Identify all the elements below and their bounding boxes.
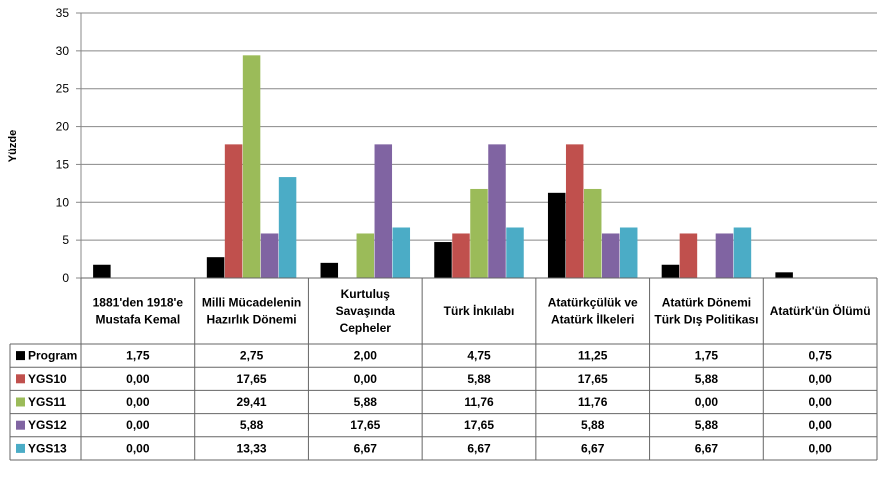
category-label: Atatürk'ün Ölümü [770,303,871,318]
bars [93,55,793,279]
y-tick-label: 10 [56,195,70,209]
bar-ygs12 [260,233,279,278]
y-tick-label: 20 [56,120,70,134]
data-label: 2,00 [354,349,378,363]
data-label: 0,00 [808,372,832,386]
bar-ygs10 [679,233,698,278]
data-table: 1881'den 1918'e Mustafa Kemal Milli Mücade… [9,277,878,461]
legend-key-ygs10 [16,374,25,384]
series-label: YGS13 [28,441,67,455]
bar-ygs13 [506,227,524,278]
bar-ygs12 [488,144,506,278]
data-label: 0,00 [354,372,378,386]
bar-program [206,257,225,278]
bar-program [434,242,452,278]
y-tick-labels: 0 5 10 15 20 25 30 35 [56,6,70,285]
bar-ygs11 [242,55,261,279]
data-label: 0,00 [126,418,150,432]
data-label: 1,75 [695,349,719,363]
category-label: 1881'den 1918'e [93,296,184,310]
data-label: 5,88 [240,418,264,432]
data-label: 0,75 [808,349,832,363]
category-label: Türk Dış Politikası [654,313,758,327]
y-tick-label: 5 [62,233,69,247]
bar-program [661,264,680,278]
bar-ygs11 [470,188,488,278]
series-label: Program [28,349,77,363]
category-label: Atatürk İlkeleri [551,312,634,327]
series-label: YGS11 [28,395,66,409]
bar-ygs10 [224,144,243,278]
bar-ygs11 [356,233,375,278]
bar-ygs12 [601,233,620,278]
legend-key-ygs11 [16,397,25,407]
data-label: 6,67 [354,441,378,455]
y-tick-label: 30 [56,44,70,58]
bar-program [547,192,566,278]
y-axis-label: Yüzde [7,130,19,162]
legend-key-ygs13 [16,443,25,453]
data-label: 13,33 [237,441,267,455]
series-label: YGS10 [28,372,67,386]
bar-program [320,262,339,278]
bar-program [93,264,111,278]
data-label: 6,67 [581,441,605,455]
data-label: 5,88 [695,418,719,432]
series-label: YGS12 [28,418,67,432]
data-label: 0,00 [808,441,832,455]
data-label: 0,00 [808,418,832,432]
y-tick-label: 25 [56,82,70,96]
y-tick-label: 15 [56,157,70,171]
data-label: 5,88 [695,372,719,386]
data-label: 11,76 [464,395,494,409]
category-label: Mustafa Kemal [96,313,181,327]
data-label: 6,67 [695,441,719,455]
data-label: 17,65 [237,372,267,386]
data-label: 11,25 [578,349,608,363]
category-label: Türk İnkılabı [444,303,515,318]
category-label: Atatürkçülük ve [548,296,638,310]
category-label: Cepheler [340,321,392,335]
data-label: 5,88 [467,372,491,386]
data-label: 0,00 [126,372,150,386]
bar-ygs13 [619,227,638,278]
data-label: 29,41 [237,395,267,409]
data-label: 11,76 [578,395,608,409]
bar-ygs13 [733,227,752,278]
bar-ygs13 [278,177,297,278]
bar-ygs12 [374,144,393,278]
bar-ygs11 [583,188,602,278]
bar-ygs12 [715,233,734,278]
y-tick-label: 0 [62,271,69,285]
data-label: 2,75 [240,349,264,363]
bar-program [775,272,793,278]
bar-ygs10 [565,144,584,278]
legend-key-program [16,351,25,361]
data-label: 0,00 [695,395,719,409]
bar-ygs10 [452,233,470,278]
category-label: Milli Mücadelenin [202,296,301,310]
data-label: 17,65 [350,418,380,432]
category-label: Savaşında [336,304,396,318]
data-label: 0,00 [126,395,150,409]
category-label: Kurtuluş [341,287,391,301]
data-label: 4,75 [467,349,491,363]
category-label: Atatürk Dönemi [662,296,751,310]
data-label: 5,88 [354,395,378,409]
data-label: 6,67 [467,441,491,455]
category-label: Hazırlık Dönemi [207,313,297,327]
data-label: 0,00 [808,395,832,409]
data-label: 17,65 [464,418,494,432]
data-label: 17,65 [578,372,608,386]
data-label: 5,88 [581,418,605,432]
legend-key-ygs12 [16,420,25,430]
data-label: 1,75 [126,349,150,363]
bar-ygs13 [392,227,411,278]
data-label: 0,00 [126,441,150,455]
y-tick-label: 35 [56,6,70,20]
